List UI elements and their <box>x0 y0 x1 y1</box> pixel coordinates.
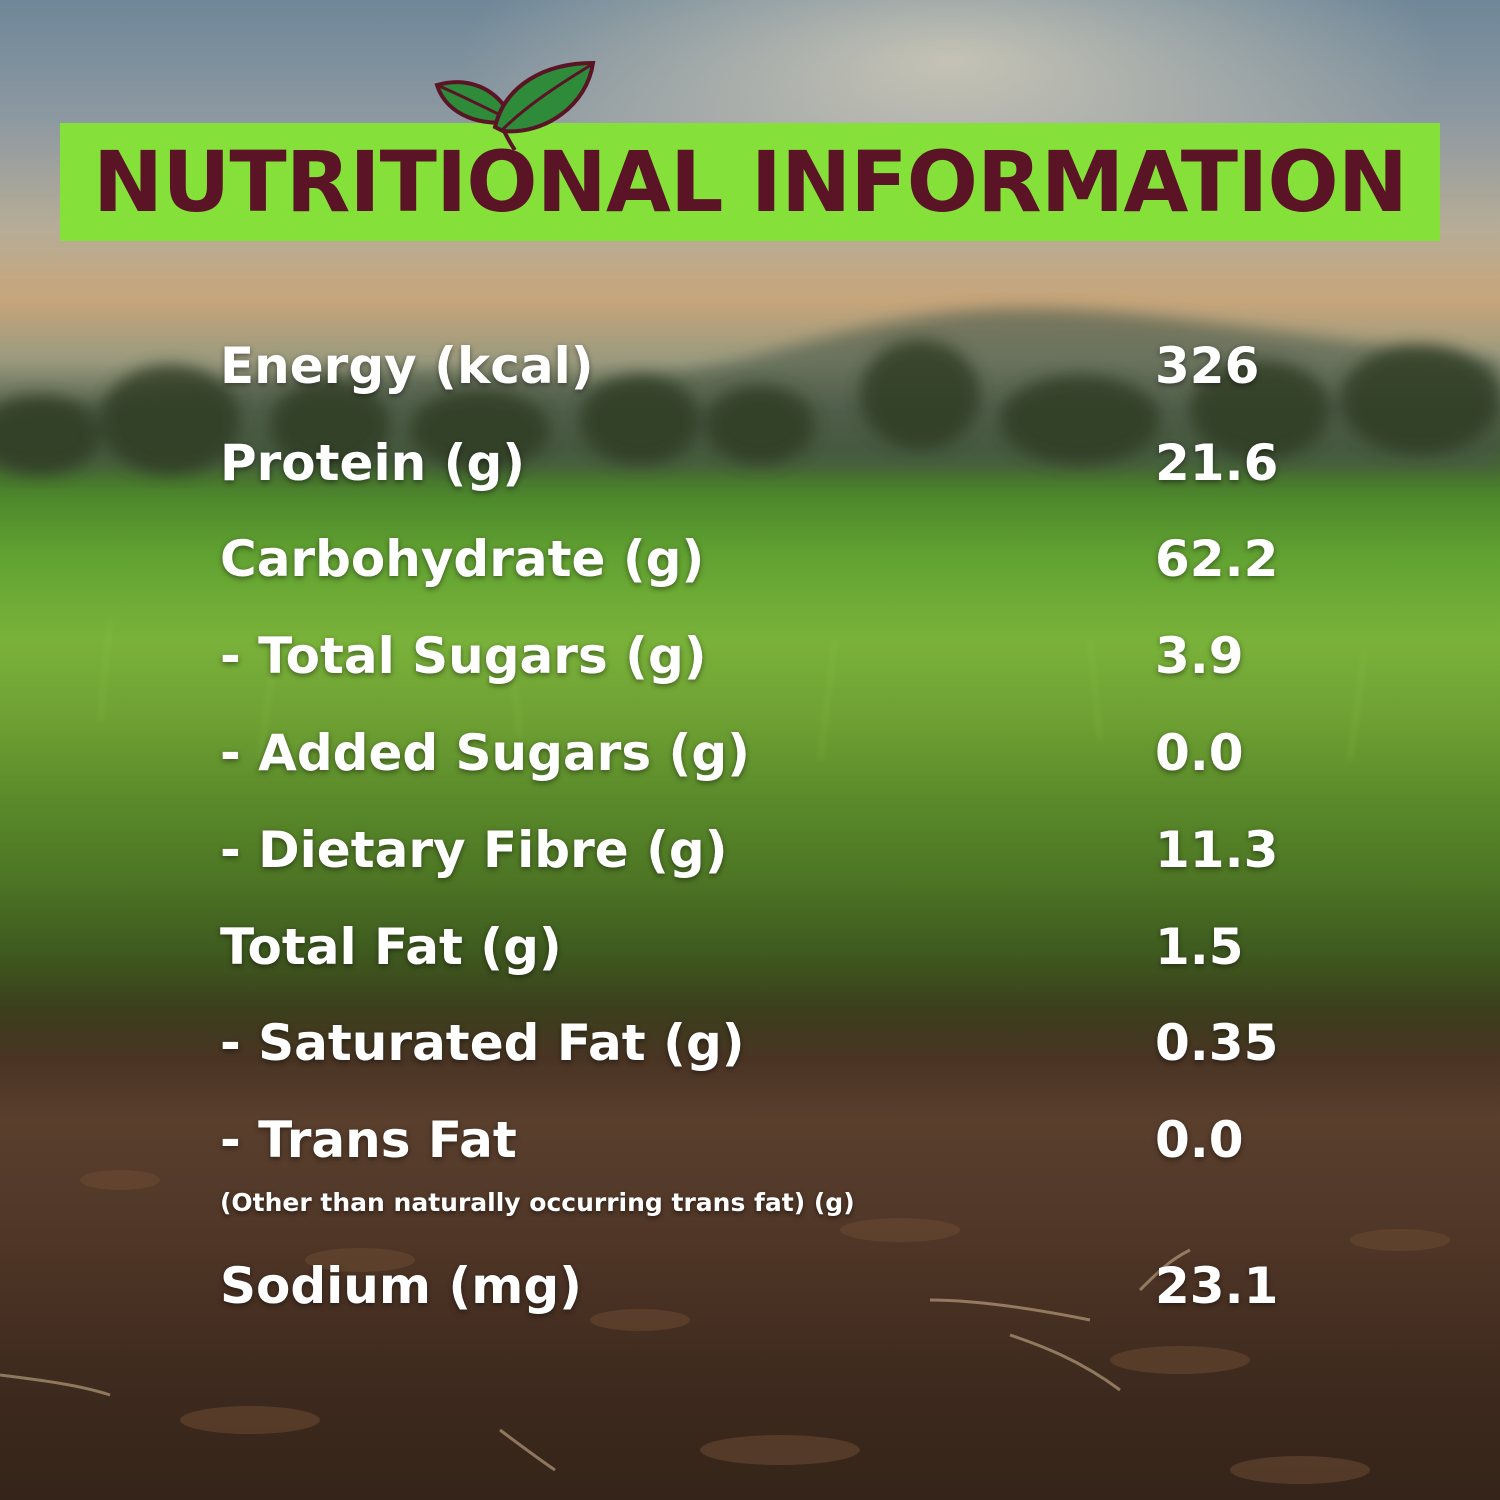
nutrition-row-dietary-fibre: - Dietary Fibre (g) 11.3 <box>0 821 1500 891</box>
nutrient-label: Carbohydrate (g) <box>220 530 705 588</box>
leaf-icon <box>434 60 596 150</box>
nutrient-label: - Total Sugars (g) <box>220 627 707 685</box>
title-banner <box>60 123 1440 241</box>
nutrient-label: Sodium (mg) <box>220 1257 582 1315</box>
nutrition-row-total-sugars: - Total Sugars (g) 3.9 <box>0 627 1500 697</box>
nutrient-value: 0.35 <box>1155 1014 1279 1072</box>
nutrition-row-sodium: Sodium (mg) 23.1 <box>0 1257 1500 1327</box>
nutrition-row-protein: Protein (g) 21.6 <box>0 434 1500 504</box>
nutrient-value: 11.3 <box>1155 821 1279 879</box>
nutrient-label: - Dietary Fibre (g) <box>220 821 728 879</box>
soil-twigs <box>0 1248 1191 1472</box>
nutrition-row-saturated-fat: - Saturated Fat (g) 0.35 <box>0 1014 1500 1084</box>
page-title: NUTRITIONAL INFORMATION <box>92 133 1408 231</box>
nutrient-label: Energy (kcal) <box>220 337 594 395</box>
nutrition-row-added-sugars: - Added Sugars (g) 0.0 <box>0 724 1500 794</box>
grass-texture <box>98 619 1367 761</box>
nutrient-value: 0.0 <box>1155 724 1244 782</box>
nutrient-value: 62.2 <box>1155 530 1279 588</box>
nutrient-value: 23.1 <box>1155 1257 1279 1315</box>
trans-fat-note: (Other than naturally occurring trans fa… <box>220 1188 855 1217</box>
nutrient-value: 0.0 <box>1155 1111 1244 1169</box>
nutrient-value: 3.9 <box>1155 627 1244 685</box>
nutrition-row-carbohydrate: Carbohydrate (g) 62.2 <box>0 530 1500 600</box>
nutrient-value: 21.6 <box>1155 434 1279 492</box>
nutrient-label: - Saturated Fat (g) <box>220 1014 745 1072</box>
nutrient-label: Total Fat (g) <box>220 918 562 976</box>
soil-texture <box>80 1170 1450 1484</box>
nutrient-value: 326 <box>1155 337 1260 395</box>
nutrition-row-energy: Energy (kcal) 326 <box>0 337 1500 407</box>
nutrition-row-trans-fat: - Trans Fat 0.0 <box>0 1111 1500 1181</box>
tree-line <box>0 340 1500 475</box>
nutrient-label: - Trans Fat <box>220 1111 517 1169</box>
nutrient-label: Protein (g) <box>220 434 526 492</box>
nutrition-row-total-fat: Total Fat (g) 1.5 <box>0 918 1500 988</box>
nutrient-label: - Added Sugars (g) <box>220 724 751 782</box>
nutrient-value: 1.5 <box>1155 918 1244 976</box>
